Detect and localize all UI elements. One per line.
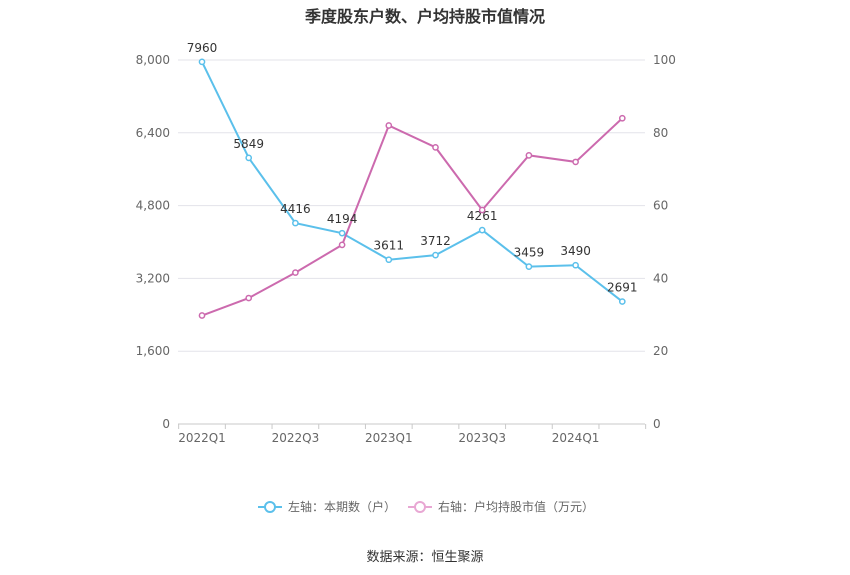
data-point-left: [245, 154, 253, 162]
data-point-right: [292, 269, 299, 276]
data-point-right: [245, 294, 253, 302]
x-tick-label: 2024Q1: [552, 431, 600, 445]
y-left-tick-label: 1,600: [136, 344, 170, 358]
data-point-left: [478, 226, 486, 234]
y-right-tick-label: 0: [653, 417, 661, 431]
data-point-right: [525, 152, 533, 159]
data-point-left: [292, 219, 299, 227]
data-point-right: [198, 312, 206, 319]
y-left-tick-label: 0: [162, 417, 170, 431]
x-tick-label: 2023Q3: [458, 431, 506, 445]
y-left-tick-label: 4,800: [136, 199, 170, 213]
data-point-right: [338, 241, 346, 249]
data-label: 4261: [467, 209, 498, 223]
data-label: 4194: [327, 212, 358, 226]
data-point-left: [338, 229, 346, 237]
y-right-tick-label: 20: [653, 344, 668, 358]
data-point-right: [385, 122, 393, 129]
data-point-right: [432, 144, 439, 151]
x-tick-label: 2022Q1: [178, 431, 226, 445]
series-line-left: [201, 61, 623, 303]
data-label: 3611: [374, 239, 405, 253]
x-tick-label: 2023Q1: [365, 431, 413, 445]
data-label: 4416: [280, 202, 311, 216]
data-point-left: [572, 261, 579, 269]
y-right-tick-label: 80: [653, 126, 668, 140]
data-point-left: [198, 58, 206, 66]
legend-label: 右轴：户均持股市值（万元）: [438, 499, 594, 514]
x-tick-label: 2022Q3: [272, 431, 320, 445]
data-label: 3490: [560, 244, 591, 258]
y-left-tick-label: 8,000: [136, 53, 170, 67]
data-point-right: [572, 158, 579, 166]
data-label: 5849: [233, 137, 264, 151]
data-point-left: [432, 251, 439, 259]
data-point-left: [525, 263, 533, 270]
y-right-tick-label: 40: [653, 271, 668, 285]
data-label: 7960: [187, 41, 218, 55]
data-point-right: [478, 206, 486, 214]
y-left-tick-label: 6,400: [136, 126, 170, 140]
y-left-tick-label: 3,200: [136, 271, 170, 285]
data-point-right: [618, 114, 626, 122]
y-right-tick-label: 100: [653, 53, 676, 67]
y-right-tick-label: 60: [653, 199, 668, 213]
legend-marker: [414, 501, 426, 513]
data-point-left: [385, 256, 393, 264]
data-label: 2691: [607, 281, 638, 295]
chart-title: 季度股东户数、户均持股市值情况: [304, 7, 545, 26]
legend-marker: [264, 501, 276, 513]
legend-label: 左轴：本期数（户）: [288, 499, 396, 514]
data-point-left: [618, 298, 626, 305]
data-label: 3712: [420, 234, 451, 248]
data-source: 数据来源：恒生聚源: [366, 550, 484, 565]
series-line-right: [201, 117, 623, 317]
data-label: 3459: [514, 246, 545, 260]
